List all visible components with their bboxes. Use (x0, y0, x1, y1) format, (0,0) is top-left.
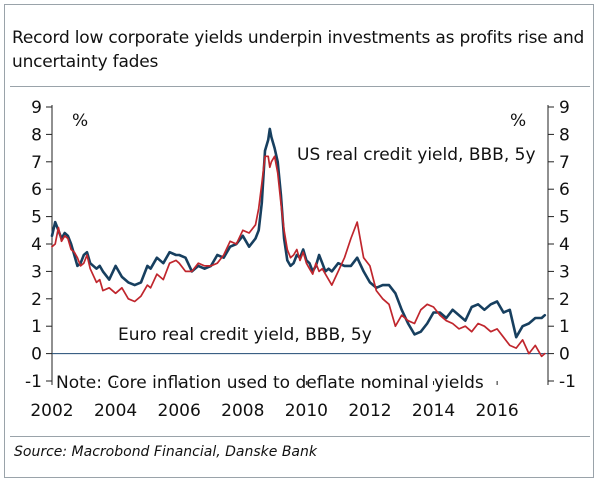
y-tick-label-right: 0 (559, 345, 570, 365)
euro-series-line (51, 155, 546, 358)
y-tick-label-right: -1 (559, 372, 576, 392)
y-tick-label-left: 3 (31, 262, 42, 282)
y-tick-label-left: 7 (31, 153, 42, 173)
source-divider (10, 436, 590, 437)
x-tick-label: 2002 (30, 401, 73, 421)
y-tick-label-right: 6 (559, 180, 570, 200)
y-tick-label-right: 7 (559, 153, 570, 173)
us-series-label: US real credit yield, BBB, 5y (297, 145, 536, 165)
y-tick-label-left: 1 (31, 317, 42, 337)
x-tick-label: 2014 (412, 401, 455, 421)
y-tick-label-left: 6 (31, 180, 42, 200)
y-tick-label-right: 3 (559, 262, 570, 282)
y-tick-label-left: 0 (31, 345, 42, 365)
x-tick-label: 2016 (475, 401, 518, 421)
y-tick-label-left: 9 (31, 98, 42, 118)
chart-note: Note: Core inflation used to deflate nom… (56, 373, 484, 393)
x-tick-label: 2006 (158, 401, 201, 421)
x-tick-label: 2012 (348, 401, 391, 421)
y-tick-label-left: 8 (31, 125, 42, 145)
y-tick-label-left: 5 (31, 208, 42, 228)
source-note: Source: Macrobond Financial, Danske Bank (14, 444, 317, 460)
y-tick-label-left: 2 (31, 290, 42, 310)
y-tick-label-right: 8 (559, 125, 570, 145)
y-tick-label-right: 2 (559, 290, 570, 310)
chart-frame (4, 4, 594, 478)
title-divider (10, 86, 590, 87)
y-tick-label-right: 9 (559, 98, 570, 118)
y-unit-label-right: % (510, 111, 526, 131)
chart-title: Record low corporate yields underpin inv… (12, 28, 585, 72)
y-tick-label-left: -1 (25, 372, 42, 392)
y-tick-label-left: 4 (31, 235, 42, 255)
y-tick-label-right: 5 (559, 208, 570, 228)
euro-series-label: Euro real credit yield, BBB, 5y (118, 325, 372, 345)
y-unit-label-left: % (72, 111, 88, 131)
x-tick-label: 2010 (285, 401, 328, 421)
y-tick-label-right: 4 (559, 235, 570, 255)
x-tick-label: 2008 (221, 401, 264, 421)
y-tick-label-right: 1 (559, 317, 570, 337)
x-tick-label: 2004 (94, 401, 137, 421)
